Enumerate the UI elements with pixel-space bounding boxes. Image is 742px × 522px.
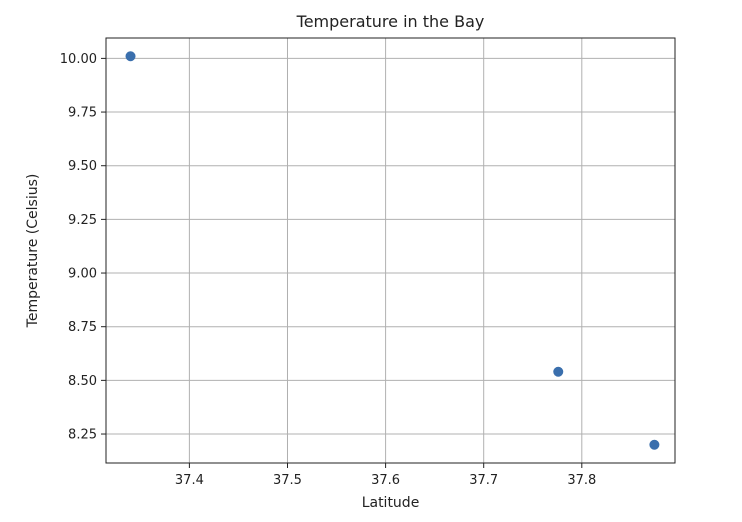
x-axis-label: Latitude [362, 495, 420, 511]
y-tick-label: 9.50 [68, 159, 97, 174]
x-tick-label: 37.5 [273, 473, 302, 488]
plot-frame [105, 37, 676, 464]
axis-ticks: 37.4 37.5 37.6 37.7 37.8 8.25 8.50 8.75 9.00 9.25… [60, 52, 596, 488]
y-tick-label: 9.25 [68, 213, 97, 228]
chart-title: Temperature in the Bay [296, 12, 485, 31]
x-tick-label: 37.8 [567, 473, 596, 488]
grid [106, 38, 675, 463]
y-tick-label: 8.75 [68, 320, 97, 335]
x-tick-label: 37.6 [371, 473, 400, 488]
y-tick-label: 9.00 [68, 267, 97, 282]
data-point [553, 366, 564, 377]
y-axis-label: Temperature (Celsius) [25, 174, 41, 329]
y-tick-label: 10.00 [60, 52, 97, 67]
y-tick-label: 9.75 [68, 106, 97, 121]
data-point [125, 51, 136, 62]
y-tick-label: 8.25 [68, 428, 97, 443]
x-tick-label: 37.7 [469, 473, 498, 488]
y-tick-label: 8.50 [68, 374, 97, 389]
data-points [125, 51, 660, 450]
data-point [649, 439, 660, 450]
x-tick-label: 37.4 [175, 473, 204, 488]
